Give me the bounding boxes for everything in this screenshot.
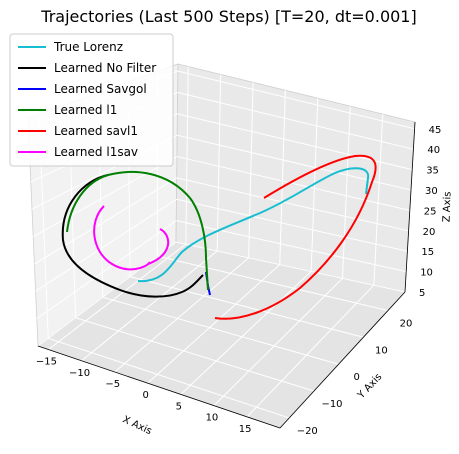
z-gridline (176, 198, 408, 252)
x-gridline (81, 250, 218, 362)
series-learned-savl1-line (214, 154, 377, 320)
x-tick-label: −15 (36, 357, 57, 368)
x-gridline (341, 106, 351, 279)
series-learned-l1sav-arc (147, 228, 170, 265)
z-axis-label: Z Axis (441, 191, 453, 222)
axis-lines (37, 121, 416, 429)
x-gridline (114, 257, 249, 373)
z-tick-label: 35 (426, 166, 439, 177)
y-tick-label: 0 (353, 372, 359, 383)
z-tick-label: 10 (420, 268, 433, 279)
trajectories (61, 154, 377, 320)
y-gridline (75, 317, 315, 392)
z-tick-label: 30 (425, 186, 438, 197)
y-gridline (102, 296, 339, 365)
z-tick-label: 25 (424, 206, 437, 217)
z-gridline (177, 70, 415, 130)
x-tick-label: 10 (206, 413, 219, 424)
z-gridline (176, 220, 407, 273)
legend: True Lorenz Learned No Filter Learned Savg… (9, 33, 174, 167)
y-axis-line (279, 291, 406, 429)
z-gridline (35, 198, 177, 292)
y-tick-label: 20 (400, 318, 413, 329)
y-tick-label: −10 (321, 399, 342, 410)
legend-label: True Lorenz (53, 40, 123, 54)
x-gridline (248, 82, 254, 258)
x-gridline (48, 243, 187, 350)
z-gridline (34, 177, 177, 265)
z-tick-label: 15 (421, 247, 434, 258)
x-gridline (279, 90, 286, 265)
x-axis-line (37, 345, 281, 429)
z-gridline (175, 241, 406, 293)
x-gridline (185, 66, 189, 245)
z-tick-label: 20 (423, 227, 436, 238)
z-gridline (176, 156, 410, 211)
y-tick-label: −20 (297, 426, 318, 437)
z-gridline (32, 156, 178, 237)
series-true-lorenz-line (137, 167, 370, 283)
legend-label: Learned savl1 (54, 124, 138, 138)
y-tick-label: 10 (375, 345, 388, 356)
legend-label: Learned No Filter (54, 61, 156, 75)
series-learned-no-filter-line (61, 174, 204, 298)
z-gridline (36, 220, 177, 320)
x-gridline (216, 74, 222, 252)
z-tick-label: 5 (419, 288, 425, 299)
x-tick-label: 5 (176, 401, 182, 412)
legend-label: Learned l1sav (54, 145, 138, 159)
x-tick-label: −10 (69, 368, 90, 379)
legend-box (9, 33, 174, 167)
series-learned-l1sav-line (93, 205, 151, 271)
x-axis-label: X Axis (121, 414, 154, 437)
chart-title: Trajectories (Last 500 Steps) [T=20, dt=… (40, 7, 416, 26)
z-tick-label: 45 (429, 125, 442, 136)
series-learned-l1-line (66, 170, 209, 291)
z-tick-label: 40 (427, 145, 440, 156)
legend-label: Learned l1 (54, 103, 117, 117)
x-gridline (213, 277, 343, 406)
z-gridline (176, 177, 409, 232)
y-gridline (157, 255, 389, 311)
legend-label: Learned Savgol (54, 82, 147, 96)
x-gridline (180, 271, 312, 395)
z-gridline (37, 241, 177, 347)
x-tick-label: 15 (239, 424, 252, 435)
x-gridline (246, 284, 375, 418)
y-gridline (48, 337, 290, 419)
z-axis-line (404, 121, 416, 293)
tick-labels: −15 −10 −5 0 5 10 15 −20 −10 0 10 20 5 10 15 20 25 30 35 40… (36, 125, 441, 437)
z-gridline (177, 91, 414, 150)
x-tick-label: 0 (142, 390, 148, 401)
x-gridline (147, 264, 281, 384)
x-gridline (373, 114, 384, 286)
y-gridline (129, 276, 364, 338)
x-tick-label: −5 (105, 379, 120, 390)
